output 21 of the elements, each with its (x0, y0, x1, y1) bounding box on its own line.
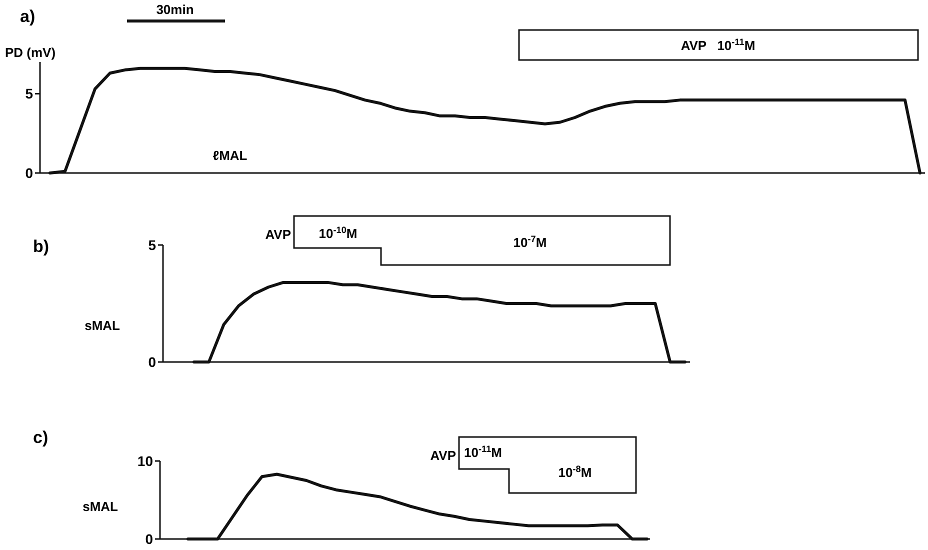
chart-title: a) (20, 7, 36, 26)
text: AVP (265, 227, 292, 242)
annotation: ℓMAL (212, 148, 248, 163)
y-tick-label: 5 (148, 236, 156, 253)
y-tick-label: 10 (137, 452, 154, 469)
annotation: AVP (430, 448, 456, 463)
annotation: 10$^{-7}$M (513, 234, 547, 250)
text: c) (33, 428, 48, 447)
annotation: 10$^{-8}$M (558, 464, 592, 480)
y-axis-title: PD (mV) (5, 45, 56, 60)
text: b) (33, 237, 50, 256)
text: AVP 10$^{-11}$M (680, 37, 756, 53)
text: 10$^{-11}$M (464, 444, 502, 460)
y-tick-label: 0 (25, 164, 34, 181)
y-tick-label: 0 (148, 354, 156, 370)
y-axis-title: sMAL (82, 499, 118, 514)
y-axis-title: sMAL (84, 318, 120, 333)
text: 30min (156, 2, 194, 17)
y-tick-label: 5 (25, 86, 34, 102)
y-tick-label: 0 (145, 530, 154, 547)
text: 10$^{-10}$M (318, 225, 358, 241)
